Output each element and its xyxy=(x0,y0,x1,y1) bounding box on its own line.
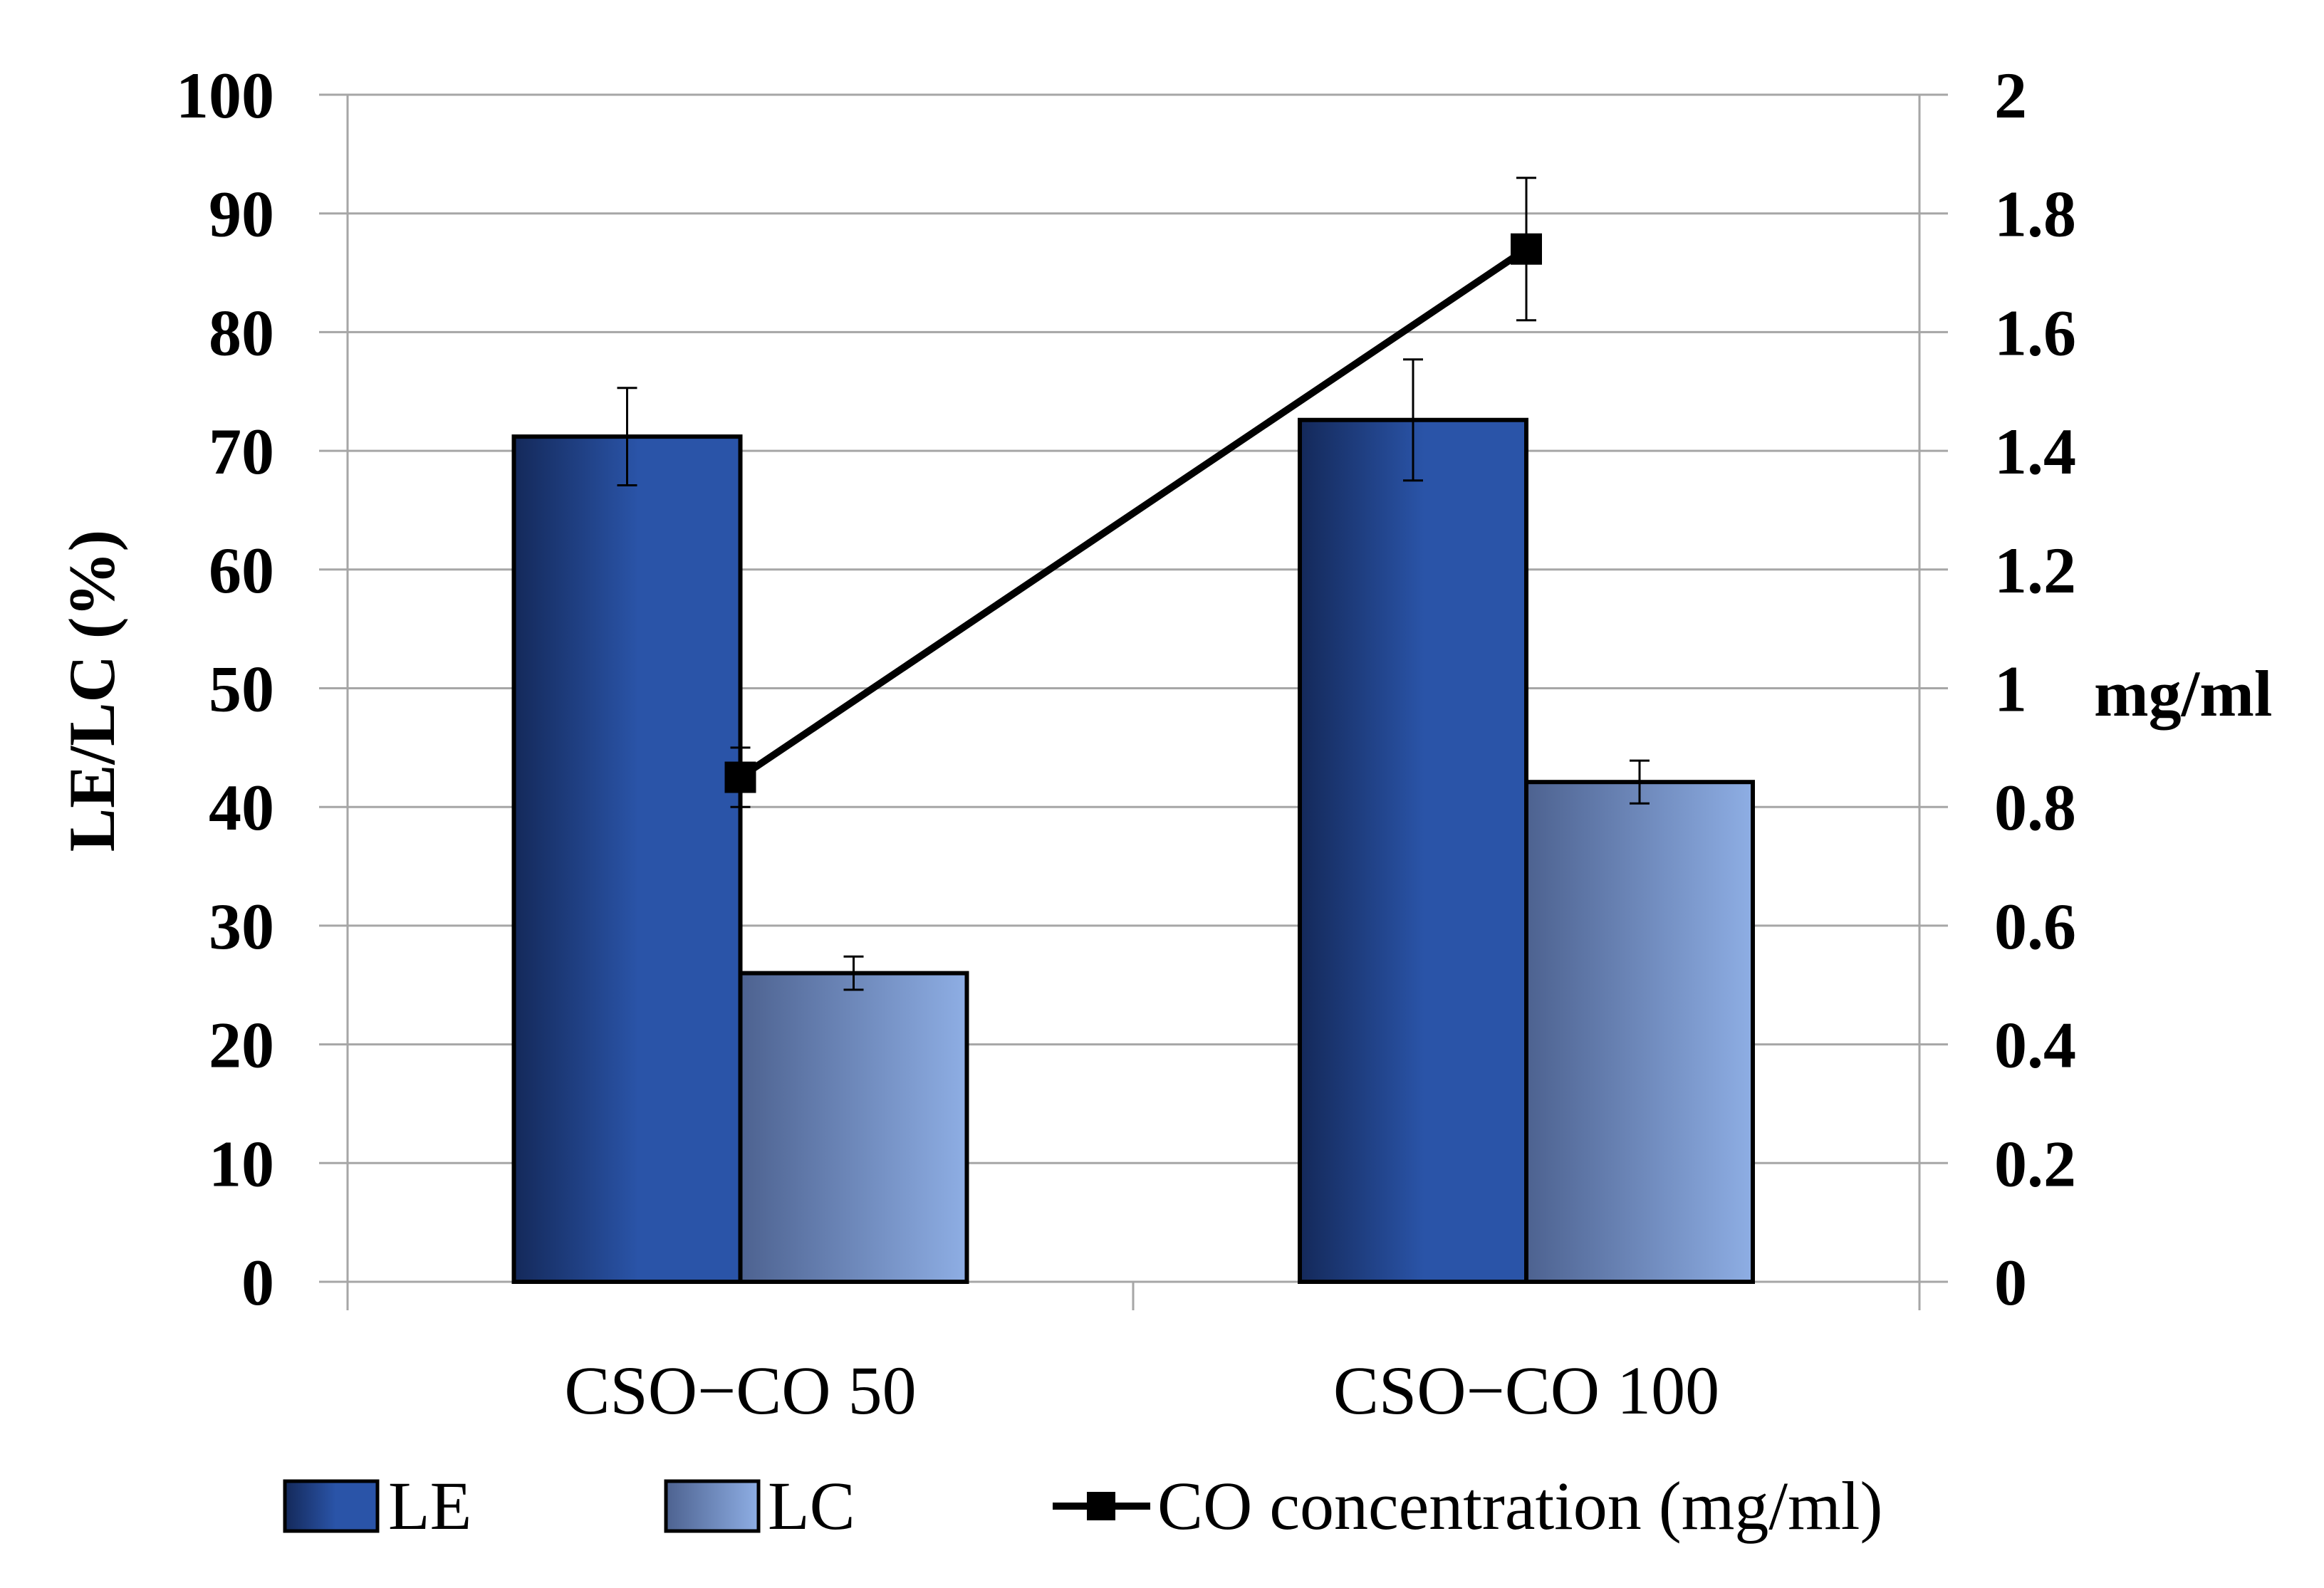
left-axis-ticks: 0 10 20 30 40 50 60 70 80 90 100 xyxy=(176,59,274,1319)
bar-error-bars xyxy=(617,358,1650,991)
bar-lc xyxy=(738,971,969,1284)
right-tick-label: 0.2 xyxy=(1994,1127,2076,1200)
right-tick-label: 0 xyxy=(1994,1246,2027,1319)
legend-swatch-lc xyxy=(664,1479,761,1533)
category-label: CSO−CO 100 xyxy=(1333,1352,1719,1428)
legend-label-co: CO concentration (mg/ml) xyxy=(1157,1468,1882,1544)
left-tick-label: 70 xyxy=(209,415,274,488)
right-tick-label: 0.6 xyxy=(1994,890,2076,963)
co-point-marker xyxy=(1511,233,1542,265)
bar-le xyxy=(1298,417,1528,1284)
left-tick-label: 10 xyxy=(209,1127,274,1200)
category-labels: CSO−CO 50 CSO−CO 100 xyxy=(564,1352,1719,1428)
left-tick-label: 0 xyxy=(241,1246,274,1319)
left-tick-label: 100 xyxy=(176,59,274,132)
right-axis-title: mg/ml xyxy=(2094,657,2272,730)
left-tick-label: 30 xyxy=(209,890,274,963)
legend-label-le: LE xyxy=(388,1468,471,1544)
legend: LE LC CO concentration (mg/ml) xyxy=(283,1468,1882,1544)
co-concentration-line xyxy=(724,177,1542,808)
left-tick-label: 60 xyxy=(209,534,274,607)
bar-lc xyxy=(1524,780,1755,1284)
right-tick-label: 0.8 xyxy=(1994,771,2076,844)
right-tick-label: 0.4 xyxy=(1994,1009,2076,1082)
right-tick-label: 1.2 xyxy=(1994,534,2076,607)
right-tick-label: 1.8 xyxy=(1994,178,2076,251)
left-tick-label: 40 xyxy=(209,771,274,844)
legend-label-lc: LC xyxy=(768,1468,855,1544)
right-tick-label: 1.6 xyxy=(1994,296,2076,369)
left-tick-label: 80 xyxy=(209,296,274,369)
right-axis-ticks: 0 0.2 0.4 0.6 0.8 1 1.2 1.4 1.6 1.8 2 xyxy=(1994,59,2076,1319)
left-tick-label: 20 xyxy=(209,1009,274,1082)
left-tick-label: 50 xyxy=(209,653,274,726)
right-tick-label: 2 xyxy=(1994,59,2027,132)
legend-marker-co xyxy=(1087,1492,1115,1520)
category-label: CSO−CO 50 xyxy=(564,1352,916,1428)
right-tick-label: 1 xyxy=(1994,653,2027,726)
bars-group xyxy=(511,417,1755,1285)
legend-swatch-le xyxy=(283,1479,380,1533)
left-axis-title: LE/LC (%) xyxy=(56,530,128,852)
co-point-marker xyxy=(724,761,756,793)
bar-le xyxy=(511,434,743,1285)
right-tick-label: 1.4 xyxy=(1994,415,2076,488)
co-line-path xyxy=(738,246,1528,780)
left-tick-label: 90 xyxy=(209,178,274,251)
